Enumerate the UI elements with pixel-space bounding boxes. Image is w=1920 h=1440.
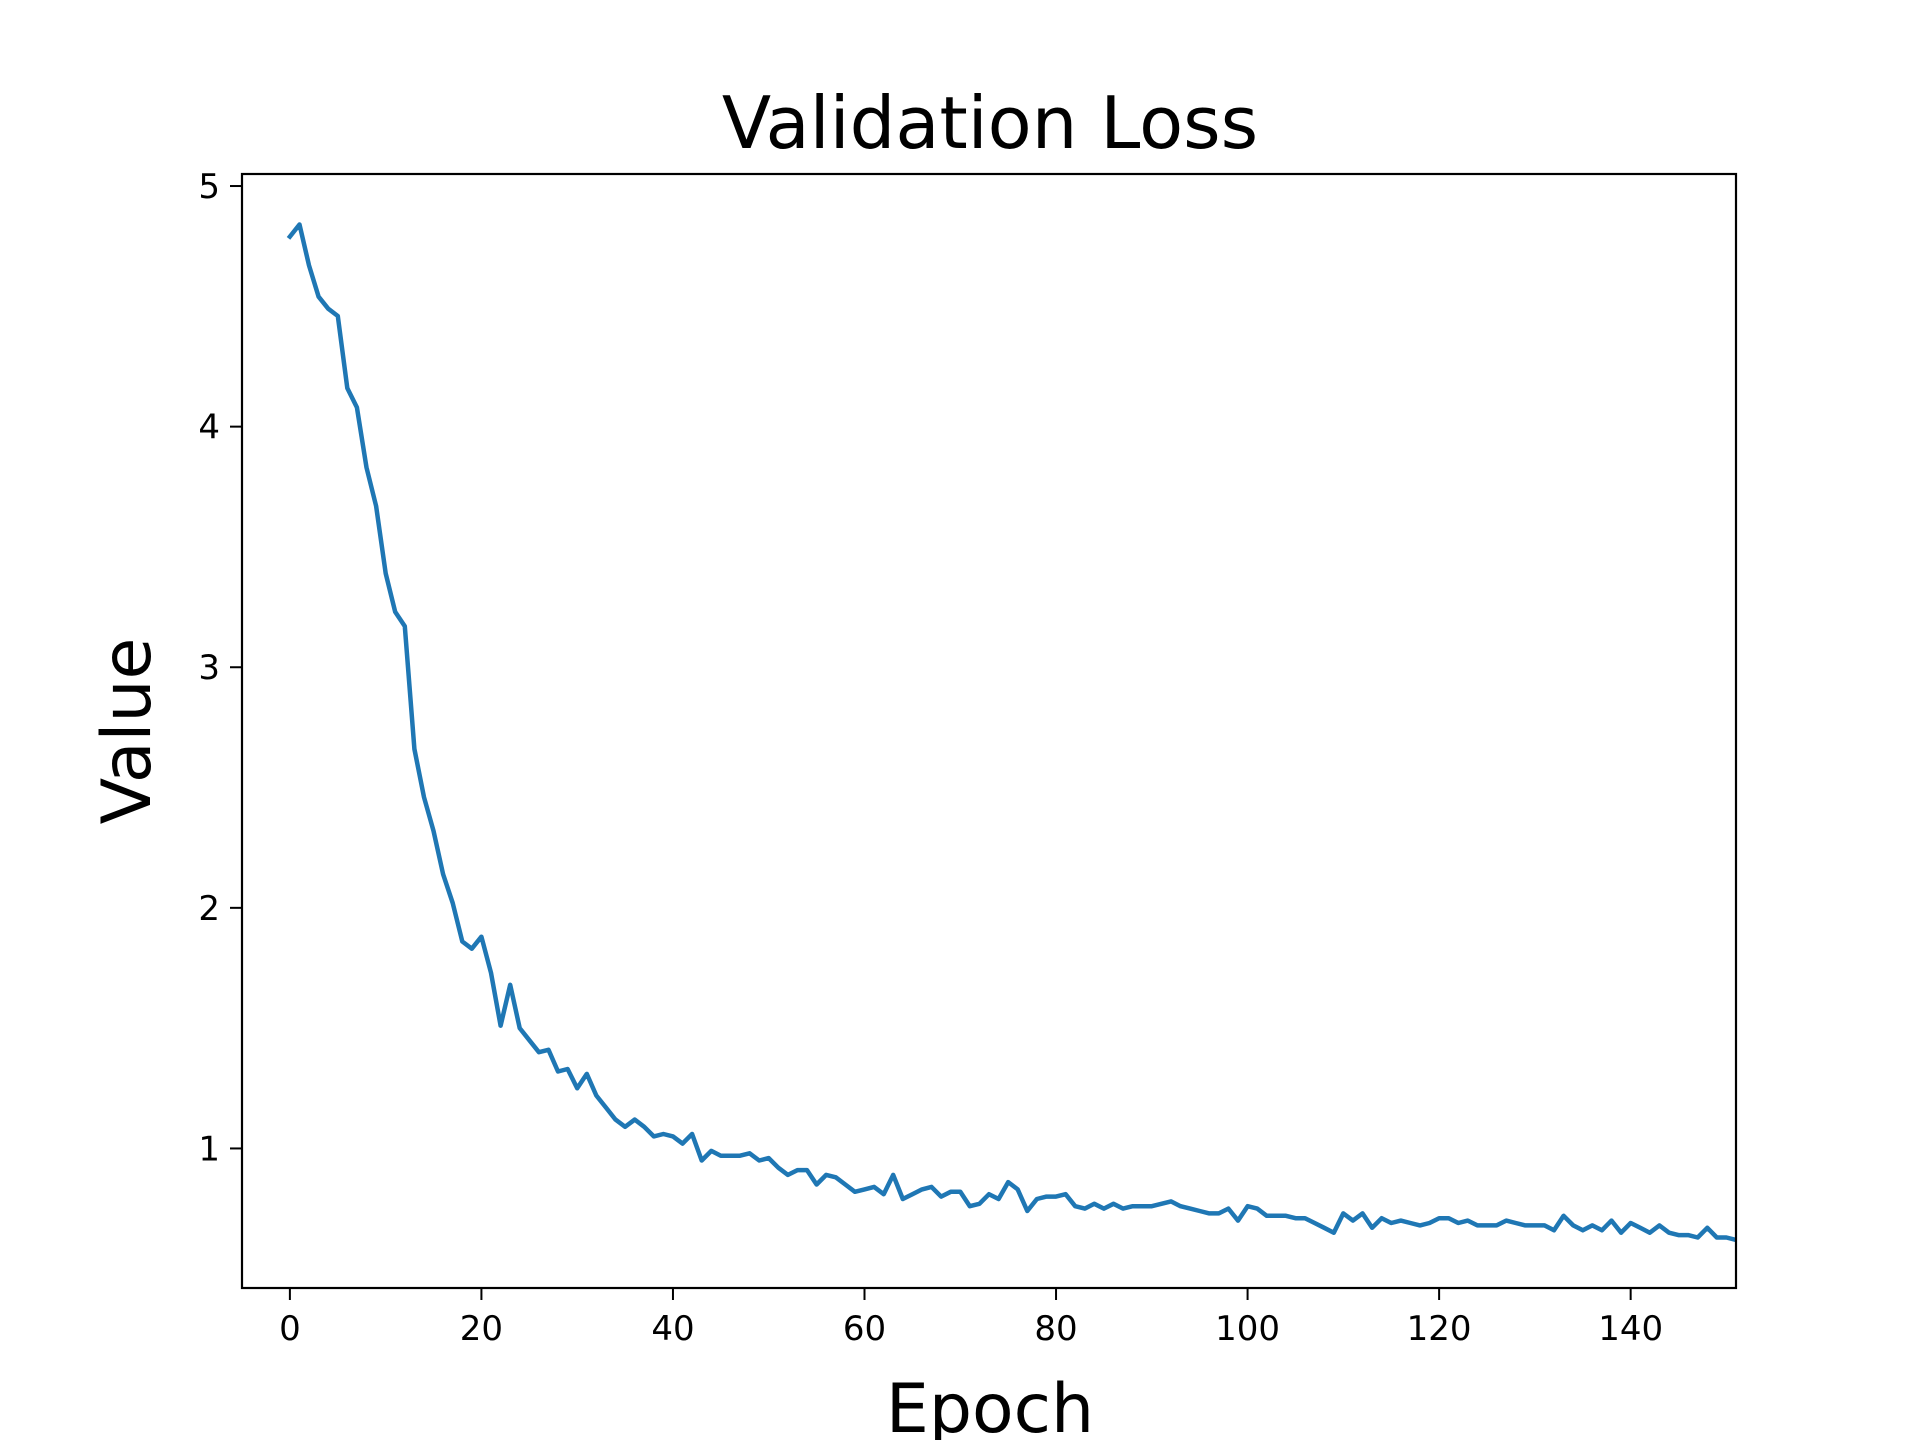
x-axis-label: Epoch <box>886 1370 1094 1440</box>
y-tick-label: 2 <box>198 889 220 929</box>
series-line-0 <box>286 222 1736 1243</box>
x-tick-label: 60 <box>843 1309 886 1349</box>
y-axis-label: Value <box>88 638 167 825</box>
series-group <box>286 222 1736 1243</box>
y-tick-label: 3 <box>198 648 220 688</box>
x-tick-label: 100 <box>1215 1309 1280 1349</box>
x-tick-label: 40 <box>651 1309 694 1349</box>
x-tick-label: 20 <box>460 1309 503 1349</box>
x-tick-label: 140 <box>1598 1309 1663 1349</box>
y-tick-label: 4 <box>198 408 220 448</box>
x-tick-label: 120 <box>1407 1309 1472 1349</box>
x-tick-label: 80 <box>1034 1309 1077 1349</box>
y-tick-label: 5 <box>198 167 220 207</box>
plot-frame <box>240 172 1738 1290</box>
x-tick-label: 0 <box>279 1309 301 1349</box>
plot-area <box>240 172 1738 1290</box>
y-axis: 1 2 3 4 5 <box>198 167 242 1169</box>
chart-title: Validation Loss <box>722 81 1258 165</box>
x-axis: 0 20 40 60 80 100 120 140 <box>279 1288 1663 1349</box>
y-tick-label: 1 <box>198 1129 220 1169</box>
